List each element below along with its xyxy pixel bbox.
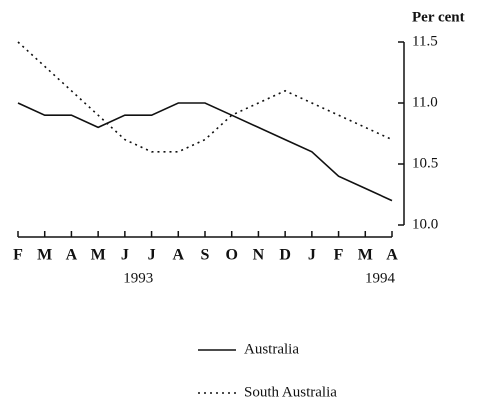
x-tick-label: M [358, 247, 373, 264]
legend-label: South Australia [244, 384, 337, 400]
y-axis-label: Per cent [412, 9, 465, 25]
x-tick-label: F [334, 247, 344, 264]
line-series [17, 41, 393, 153]
x-tick-label: J [308, 247, 316, 264]
x-tick-label: J [148, 247, 156, 264]
x-tick-label: A [66, 247, 78, 264]
x-tick-label: J [121, 247, 129, 264]
x-tick-label: S [201, 247, 210, 264]
x-tick-label: N [253, 247, 265, 264]
x-tick-label: A [386, 247, 398, 264]
year-label: 1993 [123, 270, 153, 286]
y-tick-label: 10.5 [412, 155, 438, 171]
x-tick-label: O [225, 247, 237, 264]
legend-label: Australia [244, 341, 299, 357]
x-tick-label: F [13, 247, 23, 264]
year-label: 1994 [365, 270, 396, 286]
x-tick-label: D [279, 247, 291, 264]
x-tick-label: A [173, 247, 185, 264]
x-tick-label: M [91, 247, 106, 264]
y-tick-label: 11.0 [412, 94, 438, 110]
line-series [17, 102, 393, 202]
y-tick-label: 11.5 [412, 33, 438, 49]
x-tick-label: M [37, 247, 52, 264]
y-tick-label: 10.0 [412, 216, 438, 232]
